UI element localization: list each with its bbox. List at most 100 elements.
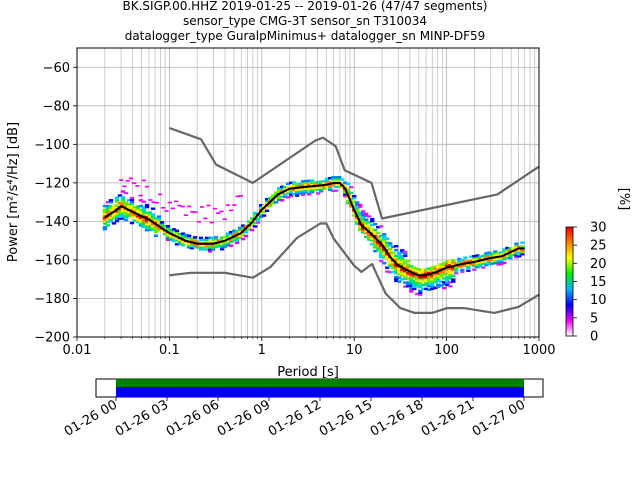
density-cell (364, 231, 369, 235)
density-cell (418, 289, 423, 293)
density-cell (117, 213, 123, 216)
density-cell (276, 196, 282, 200)
density-cell (415, 275, 420, 278)
density-cell (400, 251, 405, 254)
y-tick-label: −180 (34, 292, 70, 307)
density-cell (165, 238, 171, 241)
density-cell (430, 283, 435, 287)
density-cell (183, 235, 189, 239)
density-cell (225, 243, 231, 247)
density-cell (147, 217, 153, 220)
density-cell (120, 198, 126, 201)
density-cell (105, 210, 111, 214)
density-cell (418, 278, 423, 281)
density-cell (289, 191, 294, 194)
density-cell (415, 285, 420, 288)
density-cell (367, 215, 372, 218)
density-cell (123, 205, 129, 208)
density-cell (442, 263, 447, 267)
density-cell (129, 208, 135, 211)
y-tick-label: −80 (43, 99, 70, 114)
density-cell (367, 238, 372, 241)
density-cell (397, 266, 402, 270)
density-cell (207, 250, 213, 253)
density-cell (400, 270, 405, 273)
y-axis-ticks: −200 −180 −160 −140 −120 −100 −80 −60 (34, 61, 77, 346)
density-cell (246, 228, 252, 231)
density-cell (412, 285, 417, 289)
density-cell (261, 210, 267, 213)
density-cell (114, 217, 120, 221)
density-cell (192, 238, 198, 241)
density-cell (231, 231, 237, 234)
density-cell (164, 210, 169, 212)
density-cell (228, 238, 234, 242)
density-cell (207, 236, 213, 240)
density-cell (415, 279, 420, 282)
density-cell (409, 284, 414, 287)
density-cell (285, 186, 291, 189)
density-cell (240, 234, 246, 237)
new-low-noise-model-line (169, 222, 539, 314)
density-cell (219, 210, 224, 213)
density-cell (451, 266, 456, 270)
density-cell (469, 255, 474, 258)
density-cell (406, 284, 411, 288)
density-cell (198, 240, 204, 243)
density-cell (391, 245, 396, 249)
coverage-bar-gaps (116, 379, 524, 387)
density-cell (352, 196, 357, 200)
density-cell (376, 226, 381, 229)
density-cell (379, 240, 384, 243)
density-cell (460, 270, 465, 273)
density-cell (292, 181, 297, 184)
density-cell (355, 209, 360, 212)
density-cell (168, 236, 174, 239)
density-cell (295, 182, 300, 186)
density-cell (433, 275, 438, 278)
density-cell (225, 240, 231, 243)
density-cell (469, 259, 474, 262)
density-cell (412, 274, 417, 277)
density-cell (502, 255, 507, 259)
x-tick-label: 10 (346, 343, 363, 358)
density-cell (237, 228, 243, 232)
density-cell (252, 213, 258, 217)
density-cell (249, 223, 255, 226)
density-cell (108, 214, 114, 217)
density-cell (388, 257, 393, 260)
density-cell (424, 272, 429, 275)
density-cell (180, 240, 186, 243)
density-cell (403, 281, 408, 284)
density-cell (162, 225, 168, 228)
density-cell (346, 199, 351, 203)
density-cell (258, 204, 264, 207)
density-cell (108, 220, 114, 223)
density-cell (150, 228, 156, 232)
density-cell (466, 263, 471, 267)
density-cell (183, 214, 189, 216)
density-cell (189, 243, 195, 246)
density-cell (141, 214, 147, 217)
density-cell (382, 254, 387, 257)
density-cell (355, 205, 360, 208)
density-cell (517, 253, 522, 256)
density-cell (361, 229, 366, 232)
density-cell (379, 238, 384, 242)
density-cell (187, 205, 192, 208)
density-cell (400, 272, 405, 275)
density-cell (376, 243, 381, 246)
colorbar-tick-label: 10 (590, 293, 607, 308)
time-tick-label: 01-26 06 (164, 397, 222, 439)
density-cell (349, 205, 354, 208)
x-axis-label: Period [s] (277, 365, 339, 380)
density-cell (174, 229, 180, 233)
density-cell (373, 222, 378, 226)
density-cell (147, 228, 153, 232)
density-cell (505, 256, 510, 259)
density-cell (117, 207, 123, 211)
density-cell (114, 196, 120, 200)
density-cell (490, 258, 495, 261)
density-cell (346, 201, 351, 205)
density-cell (436, 266, 441, 269)
